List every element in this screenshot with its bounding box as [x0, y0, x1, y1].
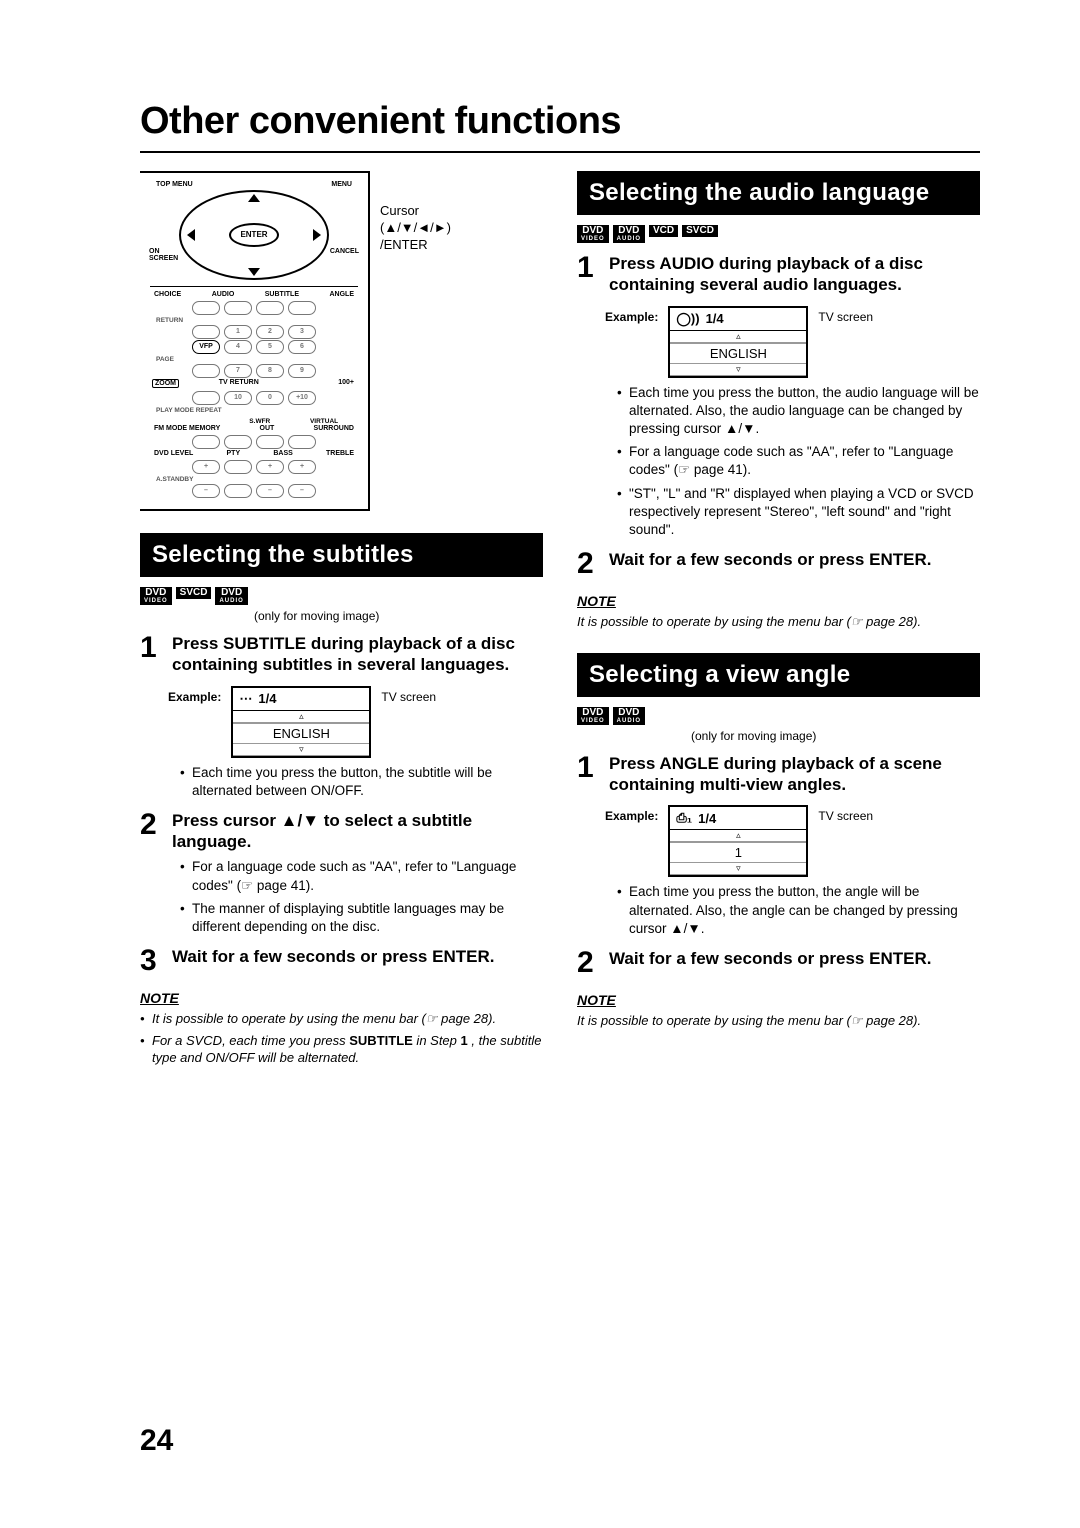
return-label: RETURN — [150, 317, 358, 324]
angle-badge-note: (only for moving image) — [581, 729, 980, 743]
left-column: TOP MENU MENU ENTER ONSCREEN CANCEL — [140, 171, 543, 1071]
subtitles-step-2: 2 Press cursor ▲/▼ to select a subtitle … — [140, 810, 543, 853]
subtitles-note: It is possible to operate by using the m… — [140, 1010, 543, 1067]
audio-note: It is possible to operate by using the m… — [577, 613, 980, 631]
subtitles-badge-note: (only for moving image) — [144, 609, 543, 623]
remote-menu-label: MENU — [331, 181, 352, 188]
page-label: PAGE — [150, 356, 358, 363]
angle-bullets: Each time you press the button, the angl… — [577, 883, 980, 938]
tv-screen-box: ⎙₁ 1/4 ▵ 1 ▿ — [668, 805, 808, 877]
subtitles-step-3: 3 Wait for a few seconds or press ENTER. — [140, 946, 543, 976]
tv-screen-box: ⋯ 1/4 ▵ ENGLISH ▿ — [231, 686, 371, 758]
angle-header: Selecting a view angle — [577, 653, 980, 697]
subtitle-label: SUBTITLE — [265, 291, 299, 298]
subtitles-badges: DVDVIDEO SVCD DVDAUDIO — [140, 587, 543, 605]
dvdlevel-label: DVD LEVEL — [154, 450, 193, 457]
subtitle-icon: ⋯ — [239, 691, 252, 707]
angle-icon: ⎙₁ — [676, 810, 692, 826]
angle-note-h: NOTE — [577, 992, 980, 1008]
cancel-label: CANCEL — [319, 248, 359, 255]
astandby-label: A.STANDBY — [150, 476, 358, 483]
audio-bullets: Each time you press the button, the audi… — [577, 384, 980, 540]
audio-icon: ◯)) — [676, 311, 699, 327]
audio-step-1: 1 Press AUDIO during playback of a disc … — [577, 253, 980, 296]
tvreturn-label: TV RETURN — [219, 379, 259, 388]
audio-label: AUDIO — [212, 291, 235, 298]
subtitles-note-h: NOTE — [140, 990, 543, 1006]
remote-diagram: TOP MENU MENU ENTER ONSCREEN CANCEL — [140, 171, 370, 511]
audio-header: Selecting the audio language — [577, 171, 980, 215]
right-column: Selecting the audio language DVDVIDEO DV… — [577, 171, 980, 1071]
audio-step-2: 2 Wait for a few seconds or press ENTER. — [577, 549, 980, 579]
vfp-button: VFP — [192, 340, 220, 354]
cursor-callout: Cursor (▲/▼/◄/►) /ENTER — [370, 171, 451, 254]
playmode-label: PLAY MODE REPEAT — [150, 407, 358, 414]
tv-screen-box: ◯)) 1/4 ▵ ENGLISH ▿ — [668, 306, 808, 378]
manual-page: Other convenient functions TOP MENU MENU — [0, 0, 1080, 1111]
angle-step-1: 1 Press ANGLE during playback of a scene… — [577, 753, 980, 796]
page-number: 24 — [140, 1424, 173, 1458]
enter-button: ENTER — [229, 223, 279, 247]
subtitles-bullets-1: Each time you press the button, the subt… — [140, 764, 543, 800]
hundred-label: 100+ — [338, 379, 354, 388]
angle-step-2: 2 Wait for a few seconds or press ENTER. — [577, 948, 980, 978]
angle-note: It is possible to operate by using the m… — [577, 1012, 980, 1030]
angle-example: Example: ⎙₁ 1/4 ▵ 1 ▿ TV screen — [605, 805, 980, 877]
choice-label: CHOICE — [154, 291, 181, 298]
dpad: ENTER ONSCREEN CANCEL — [179, 190, 329, 280]
subtitles-step-1: 1 Press SUBTITLE during playback of a di… — [140, 633, 543, 676]
remote-diagram-wrap: TOP MENU MENU ENTER ONSCREEN CANCEL — [140, 171, 543, 511]
subtitles-header: Selecting the subtitles — [140, 533, 543, 577]
fmmode-label: FM MODE MEMORY — [154, 425, 220, 432]
two-columns: TOP MENU MENU ENTER ONSCREEN CANCEL — [140, 171, 980, 1071]
remote-topmenu-label: TOP MENU — [156, 181, 193, 188]
angle-label: ANGLE — [329, 291, 354, 298]
onscreen-label: ONSCREEN — [149, 248, 177, 262]
audio-example: Example: ◯)) 1/4 ▵ ENGLISH ▿ TV screen — [605, 306, 980, 378]
audio-badges: DVDVIDEO DVDAUDIO VCD SVCD — [577, 225, 980, 243]
angle-badges: DVDVIDEO DVDAUDIO — [577, 707, 980, 725]
audio-note-h: NOTE — [577, 593, 980, 609]
subtitles-bullets-2: For a language code such as "AA", refer … — [140, 858, 543, 936]
page-title: Other convenient functions — [140, 100, 980, 153]
step-number: 1 — [140, 633, 164, 676]
zoom-label: ZOOM — [152, 379, 179, 388]
subtitles-example: Example: ⋯ 1/4 ▵ ENGLISH ▿ TV screen — [168, 686, 543, 758]
